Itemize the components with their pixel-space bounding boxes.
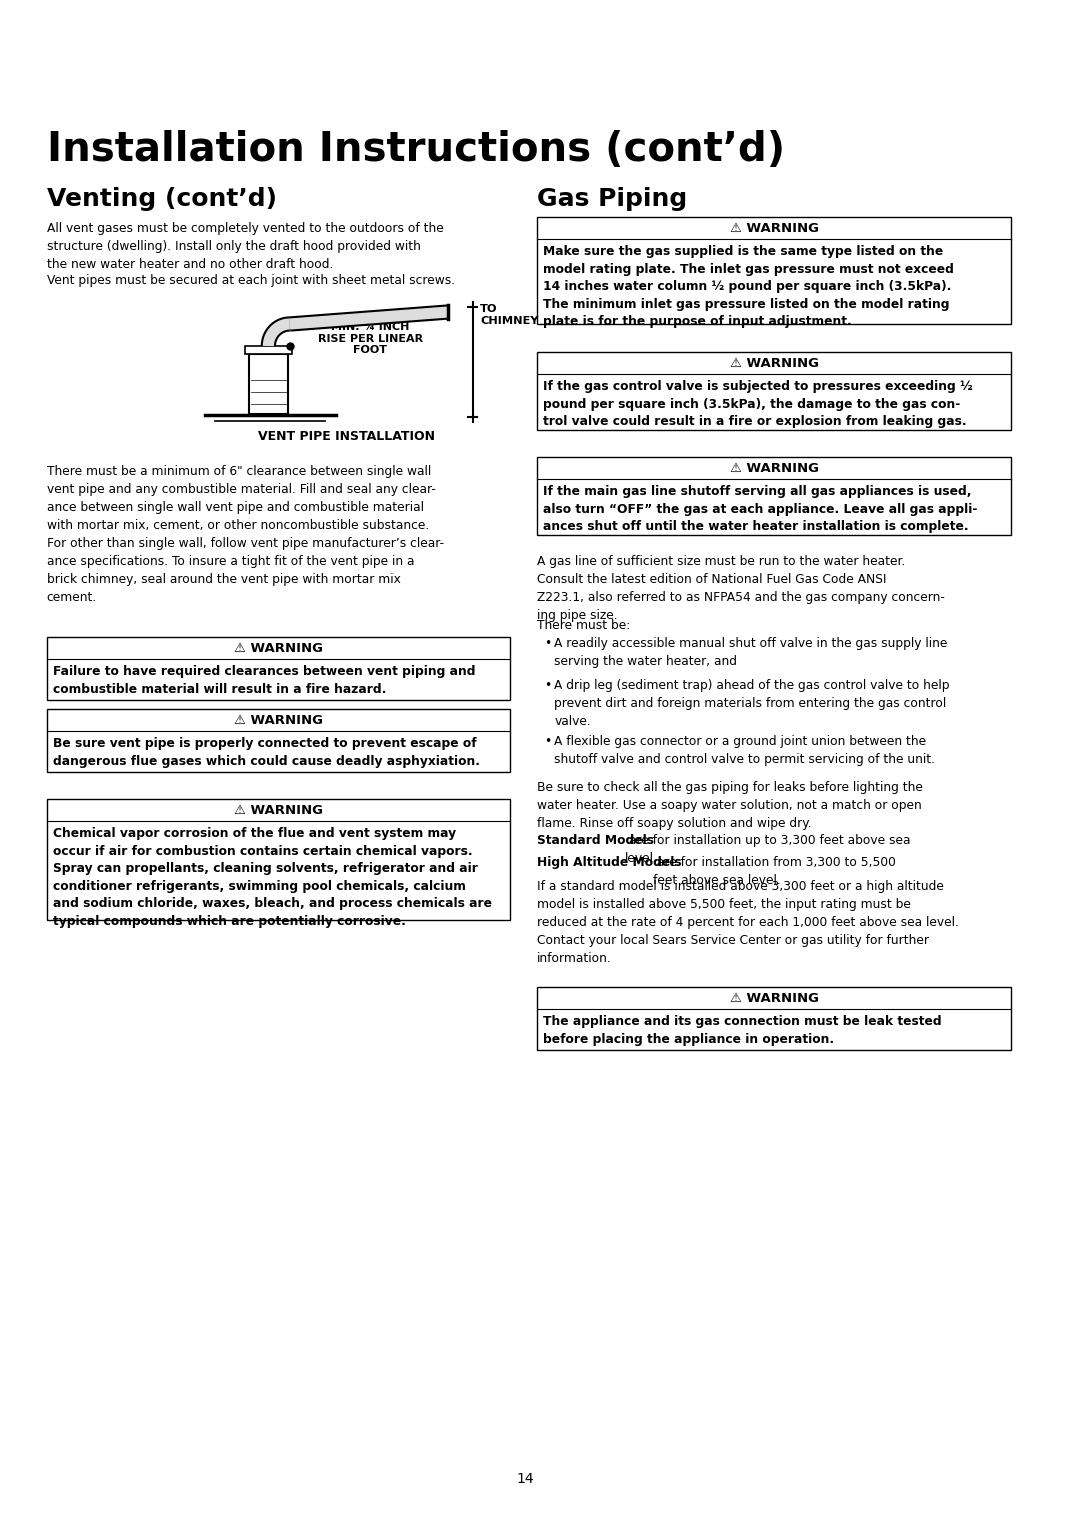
Text: There must be:: There must be: (537, 619, 630, 633)
Bar (46, 708, 510, 772)
Text: TO
CHIMNEY: TO CHIMNEY (481, 303, 539, 326)
Text: ⚠ WARNING: ⚠ WARNING (729, 461, 819, 475)
Bar (245, 346, 292, 353)
Bar (46, 637, 510, 699)
Bar (537, 217, 1011, 323)
Text: If the gas control valve is subjected to pressures exceeding ½
pound per square : If the gas control valve is subjected to… (542, 379, 972, 428)
Text: are for ​installation up to 3,300 feet above sea
level.: are for ​installation up to 3,300 feet a… (625, 834, 910, 865)
Text: High Altitude Models: High Altitude Models (537, 856, 681, 869)
Text: Be sure to check all the gas piping for leaks before lighting the
water heater. : Be sure to check all the gas piping for … (537, 781, 922, 830)
Text: •: • (544, 637, 552, 649)
Text: Be sure vent pipe is properly connected to prevent escape of
dangerous flue gase: Be sure vent pipe is properly connected … (53, 737, 480, 768)
Text: ⚠ WARNING: ⚠ WARNING (233, 713, 323, 727)
Text: Make sure the gas supplied is the same type listed on the
model rating plate. Th: Make sure the gas supplied is the same t… (542, 246, 954, 328)
Bar (46, 799, 510, 919)
Text: •: • (544, 736, 552, 748)
Text: A readily accessible manual shut off valve in the gas supply line
serving the wa: A readily accessible manual shut off val… (554, 637, 947, 667)
Bar (537, 457, 1011, 534)
Text: There must be a minimum of 6" clearance between single wall
vent pipe and any co: There must be a minimum of 6" clearance … (46, 466, 444, 604)
Text: Installation Instructions (cont’d): Installation Instructions (cont’d) (46, 130, 785, 170)
Text: All vent gases must be completely vented to the outdoors of the
structure (dwell: All vent gases must be completely vented… (46, 221, 444, 272)
Text: Gas Piping: Gas Piping (537, 187, 687, 211)
Text: ⚠ WARNING: ⚠ WARNING (729, 992, 819, 1004)
Text: Failure to have required clearances between vent piping and
combustible material: Failure to have required clearances betw… (53, 664, 475, 695)
Text: The appliance and its gas connection must be leak tested
before placing the appl: The appliance and its gas connection mus… (542, 1015, 941, 1045)
Text: 14: 14 (516, 1471, 534, 1487)
Text: If the main gas line shutoff serving all gas appliances is used,
also turn “OFF”: If the main gas line shutoff serving all… (542, 485, 977, 532)
Text: MIN. ¼ INCH
RISE PER LINEAR
FOOT: MIN. ¼ INCH RISE PER LINEAR FOOT (318, 322, 423, 355)
Text: ⚠ WARNING: ⚠ WARNING (233, 804, 323, 816)
Text: ⚠ WARNING: ⚠ WARNING (729, 356, 819, 370)
Bar (537, 988, 1011, 1050)
Text: Chemical vapor corrosion of the flue and vent system may
occur if air for combus: Chemical vapor corrosion of the flue and… (53, 827, 491, 927)
Text: If a standard model is installed above 3,300 feet or a high altitude
model is in: If a standard model is installed above 3… (537, 880, 959, 965)
Text: ⚠ WARNING: ⚠ WARNING (233, 642, 323, 654)
Bar (248, 353, 288, 414)
Text: A gas line of sufficient size must be run to the water heater.
Consult the lates: A gas line of sufficient size must be ru… (537, 555, 945, 622)
Text: Vent pipes must be secured at each joint with sheet metal screws.: Vent pipes must be secured at each joint… (46, 275, 455, 287)
Text: A flexible gas connector or a ground joint union between the
shutoff valve and c: A flexible gas connector or a ground joi… (554, 736, 935, 766)
Text: •: • (544, 680, 552, 692)
Text: Standard Models: Standard Models (537, 834, 653, 846)
Text: ⚠ WARNING: ⚠ WARNING (729, 221, 819, 235)
Text: Venting (cont’d): Venting (cont’d) (46, 187, 276, 211)
Text: VENT PIPE INSTALLATION: VENT PIPE INSTALLATION (258, 429, 434, 443)
Text: are for installation from 3,300 to 5,500
feet above sea level.: are for installation from 3,300 to 5,500… (653, 856, 896, 887)
Text: A drip leg (sediment trap) ahead of the gas control valve to help
prevent dirt a: A drip leg (sediment trap) ahead of the … (554, 680, 949, 728)
Bar (537, 352, 1011, 429)
